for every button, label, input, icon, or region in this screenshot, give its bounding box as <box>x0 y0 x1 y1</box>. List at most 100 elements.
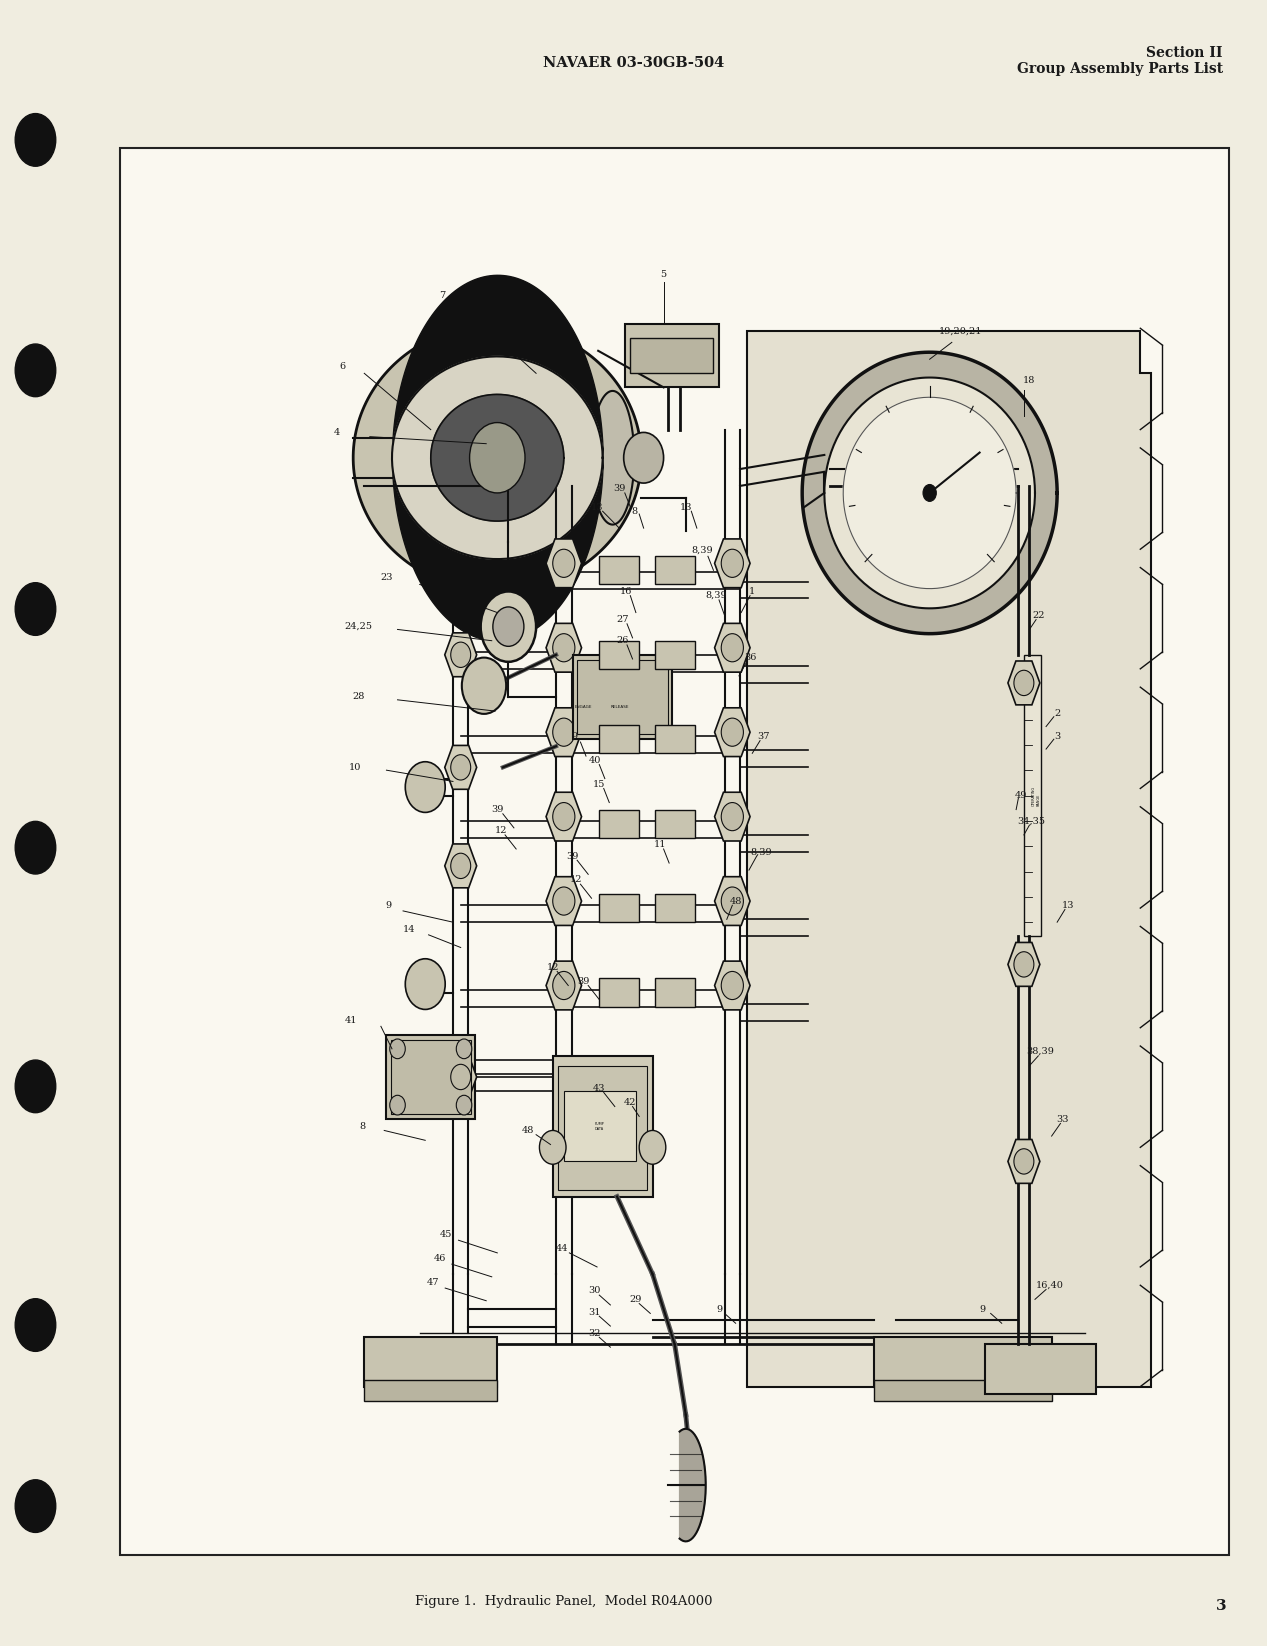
Text: 8,39: 8,39 <box>750 848 772 856</box>
Text: 5: 5 <box>660 270 666 280</box>
Circle shape <box>15 1060 56 1113</box>
Bar <box>655 726 694 754</box>
Bar <box>599 810 639 838</box>
Text: 8,39: 8,39 <box>692 546 713 555</box>
Bar <box>599 894 639 922</box>
Text: 19,20,21: 19,20,21 <box>939 326 982 336</box>
Text: 37: 37 <box>758 732 769 741</box>
Text: 30: 30 <box>589 1287 601 1295</box>
Circle shape <box>15 821 56 874</box>
Bar <box>120 148 1229 1555</box>
Ellipse shape <box>552 550 575 578</box>
Ellipse shape <box>470 423 525 492</box>
Bar <box>655 978 694 1007</box>
Text: ENGAGE: ENGAGE <box>575 704 593 709</box>
Bar <box>599 978 639 1007</box>
Circle shape <box>15 114 56 166</box>
Text: 49: 49 <box>1015 792 1026 800</box>
Ellipse shape <box>390 1095 405 1114</box>
Text: 10: 10 <box>350 762 361 772</box>
Text: 39: 39 <box>566 851 579 861</box>
Text: 4: 4 <box>333 428 340 436</box>
Text: 26: 26 <box>616 637 628 645</box>
Bar <box>599 640 639 668</box>
Text: 8: 8 <box>632 507 637 515</box>
Ellipse shape <box>623 433 664 482</box>
Text: 48: 48 <box>730 897 742 905</box>
Polygon shape <box>392 357 603 560</box>
Ellipse shape <box>1014 670 1034 696</box>
Ellipse shape <box>721 887 744 915</box>
Text: 32: 32 <box>589 1328 601 1338</box>
Text: 11: 11 <box>654 839 666 849</box>
Text: 8: 8 <box>359 1121 365 1131</box>
Polygon shape <box>715 538 750 588</box>
Bar <box>390 1040 471 1114</box>
Text: 13: 13 <box>1062 900 1074 910</box>
Text: Figure 1.  Hydraulic Panel,  Model R04A000: Figure 1. Hydraulic Panel, Model R04A000 <box>416 1595 712 1608</box>
Circle shape <box>15 1299 56 1351</box>
Text: 47: 47 <box>427 1277 440 1287</box>
Text: NAVAER 03-30GB-504: NAVAER 03-30GB-504 <box>542 56 725 69</box>
Bar <box>599 556 639 584</box>
Circle shape <box>15 1480 56 1532</box>
Bar <box>655 556 694 584</box>
Text: 12: 12 <box>494 826 507 835</box>
Circle shape <box>15 344 56 397</box>
Text: 27: 27 <box>616 616 628 624</box>
Text: 1: 1 <box>749 588 755 596</box>
Text: 48: 48 <box>522 1126 535 1136</box>
Ellipse shape <box>721 550 744 578</box>
Ellipse shape <box>552 634 575 662</box>
Bar <box>573 655 673 739</box>
Polygon shape <box>546 792 582 841</box>
Text: 22: 22 <box>1033 611 1044 621</box>
Text: 28: 28 <box>352 693 365 701</box>
Text: 38,39: 38,39 <box>1026 1047 1054 1057</box>
Text: 44: 44 <box>555 1244 568 1253</box>
Ellipse shape <box>390 1039 405 1058</box>
Polygon shape <box>445 1055 476 1100</box>
Text: Section II: Section II <box>1147 46 1223 59</box>
Polygon shape <box>353 324 641 591</box>
Polygon shape <box>679 1429 706 1541</box>
Text: 42: 42 <box>625 1098 636 1106</box>
Text: 36: 36 <box>744 653 756 662</box>
Text: 46: 46 <box>433 1254 446 1262</box>
Bar <box>564 1091 636 1162</box>
Polygon shape <box>1009 943 1040 986</box>
Ellipse shape <box>493 607 525 647</box>
Polygon shape <box>1009 662 1040 704</box>
Polygon shape <box>715 708 750 757</box>
Ellipse shape <box>1014 951 1034 978</box>
Text: Group Assembly Parts List: Group Assembly Parts List <box>1016 63 1223 76</box>
Ellipse shape <box>552 887 575 915</box>
Text: 14: 14 <box>403 925 414 933</box>
Text: 39: 39 <box>613 484 626 494</box>
Ellipse shape <box>721 634 744 662</box>
Text: PUMP
DATA: PUMP DATA <box>594 1123 604 1131</box>
Text: 39: 39 <box>492 805 503 815</box>
Text: 31: 31 <box>589 1307 601 1317</box>
Text: 7: 7 <box>438 291 445 301</box>
Text: 12: 12 <box>546 963 559 971</box>
Text: 40: 40 <box>589 756 601 765</box>
Text: 8,39: 8,39 <box>704 591 726 601</box>
Bar <box>559 1065 647 1190</box>
Text: 6: 6 <box>340 362 345 370</box>
Text: 9: 9 <box>979 1305 986 1314</box>
Polygon shape <box>445 746 476 790</box>
Bar <box>874 1379 1052 1401</box>
Ellipse shape <box>922 484 936 502</box>
Text: 9: 9 <box>385 900 392 910</box>
Text: 15: 15 <box>593 780 606 788</box>
Text: 33: 33 <box>1057 1114 1069 1124</box>
Text: 2: 2 <box>1054 709 1060 718</box>
Text: 23: 23 <box>380 573 393 583</box>
Text: 13: 13 <box>679 502 692 512</box>
Circle shape <box>15 583 56 635</box>
Bar <box>599 726 639 754</box>
Polygon shape <box>746 331 1152 1386</box>
Ellipse shape <box>480 591 536 662</box>
Ellipse shape <box>451 642 471 667</box>
